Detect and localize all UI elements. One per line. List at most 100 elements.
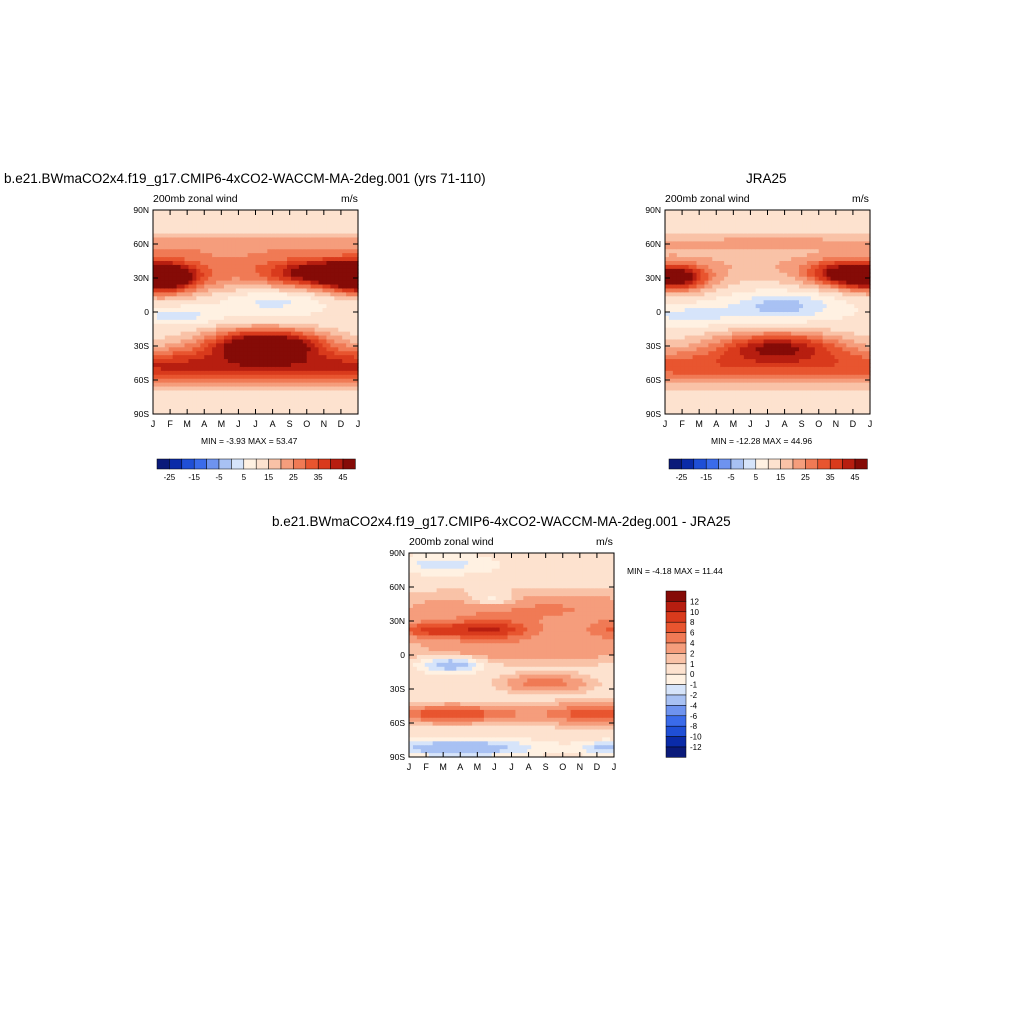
panel1-cell — [188, 327, 194, 333]
panel2-cell — [728, 284, 733, 290]
panel1-cell — [172, 213, 178, 219]
panel2-cell — [728, 217, 733, 223]
panel1-cell — [172, 335, 178, 341]
panel2-cell — [822, 304, 828, 309]
panel1-cell — [271, 237, 276, 242]
panel1-cell — [231, 237, 237, 242]
panel2-cell — [747, 382, 753, 388]
panel1-cell — [287, 296, 292, 301]
panel2-cell — [755, 374, 761, 380]
panel1-cell — [326, 249, 331, 254]
panel1-cell — [294, 280, 300, 286]
panel2-cell — [799, 213, 804, 219]
panel2-cell — [735, 249, 741, 254]
panel1-cell — [216, 261, 221, 266]
panel1-cell — [271, 390, 276, 395]
panel1-cell — [204, 374, 209, 380]
panel1-cell — [338, 245, 343, 250]
panel1-cell — [287, 276, 292, 282]
panel2-cell — [688, 312, 694, 317]
panel1-cell — [168, 284, 174, 290]
panel2-cell — [767, 382, 773, 388]
panel1-cell — [247, 292, 253, 297]
panel1-cell — [231, 245, 237, 250]
panel1-cell — [204, 402, 209, 407]
panel1-cell — [294, 347, 300, 352]
panel2-cell — [700, 359, 706, 364]
panel2-cell — [799, 394, 804, 399]
panel1-cell — [330, 280, 335, 286]
panel1-cell — [212, 268, 217, 274]
panel2-cell — [724, 304, 729, 309]
panel1-cell — [180, 410, 186, 415]
panel1-cell — [267, 323, 272, 329]
panel2-cell — [684, 343, 690, 348]
panel1-cell — [176, 264, 182, 270]
panel1-cell — [287, 370, 292, 376]
panel2-cell — [759, 292, 765, 297]
panel2-cell — [743, 386, 749, 392]
panel2-cell — [795, 304, 800, 309]
panel1-cell — [231, 402, 237, 407]
panel1-cell — [223, 304, 229, 309]
panel2-cell — [767, 370, 773, 376]
panel1-cell — [346, 249, 351, 254]
panel1-cell — [294, 229, 300, 235]
panel1-cell — [287, 257, 292, 262]
panel2-cell — [775, 386, 780, 392]
panel1-cell — [294, 370, 300, 376]
panel2-cell — [771, 241, 776, 246]
panel2-cell — [704, 210, 709, 215]
panel1-cell — [180, 339, 186, 344]
panel2-cell — [716, 288, 721, 293]
panel1-cell — [306, 386, 312, 392]
panel1-cell — [306, 323, 312, 329]
panel2-cell — [696, 327, 702, 333]
panel2-cell — [791, 366, 796, 372]
panel2-cell — [751, 249, 757, 254]
panel2-cell — [696, 284, 702, 290]
panel2-cell — [680, 378, 686, 384]
panel2-cell — [747, 370, 753, 376]
panel1-cell — [172, 280, 178, 286]
panel1-cell — [172, 386, 178, 392]
panel2-cell — [791, 382, 796, 388]
panel1-cell — [227, 288, 233, 293]
panel1-cell — [330, 378, 335, 384]
panel1-cell — [322, 312, 328, 317]
panel2-cell — [688, 363, 694, 368]
panel2-cell — [716, 327, 721, 333]
panel2-cell — [665, 213, 670, 219]
panel2-cell — [668, 359, 674, 364]
panel2-cell — [759, 410, 765, 415]
panel2-cell — [755, 390, 761, 395]
panel2-cell — [668, 257, 674, 262]
panel1-cell — [314, 386, 320, 392]
panel1-cell — [283, 217, 288, 223]
panel2-cell — [814, 406, 820, 411]
panel1-cell — [259, 359, 264, 364]
panel1-cell — [314, 304, 320, 309]
panel1-cell — [322, 304, 328, 309]
panel1-cell — [160, 339, 166, 344]
panel2-cell — [680, 319, 686, 325]
panel2-cell — [763, 327, 769, 333]
panel2-cell — [668, 402, 674, 407]
panel1-cell — [231, 272, 237, 278]
panel2-cell — [672, 347, 678, 352]
panel2-cell — [680, 304, 686, 309]
panel2-cell — [712, 280, 717, 286]
panel2-cell — [755, 241, 761, 246]
panel1-cell — [231, 339, 237, 344]
panel1-cell — [290, 245, 296, 250]
panel2-cell — [665, 370, 670, 376]
panel2-cell — [814, 366, 820, 372]
panel1-cell — [294, 257, 300, 262]
panel1-cell — [290, 225, 296, 231]
panel1-cell — [176, 359, 182, 364]
panel1-cell — [283, 229, 288, 235]
panel1-cell — [243, 304, 249, 309]
panel1-cell — [330, 225, 335, 231]
panel1-cell — [156, 210, 162, 215]
panel2-cell — [680, 327, 686, 333]
